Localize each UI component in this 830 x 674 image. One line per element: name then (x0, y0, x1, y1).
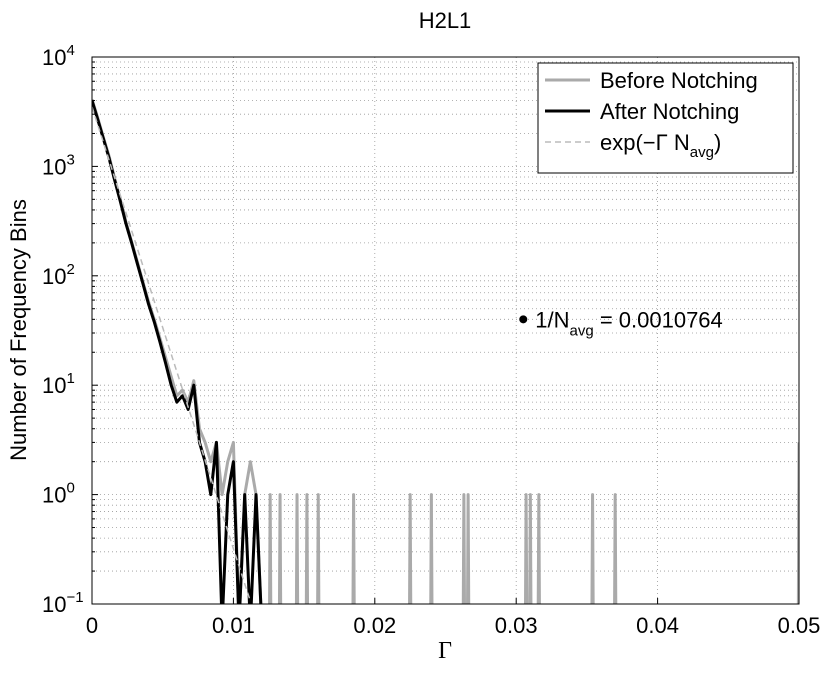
x-tick-label: 0 (86, 613, 98, 638)
y-tick-label: 100 (42, 480, 75, 508)
y-tick-label: 104 (42, 42, 75, 70)
y-tick-exponent: 1 (66, 370, 74, 387)
data-layer (92, 98, 799, 604)
y-tick-exponent: 3 (66, 151, 74, 168)
annotation-main: 1/N (535, 307, 569, 332)
x-tick-label: 0.01 (212, 613, 255, 638)
legend-name: After Notching (600, 99, 739, 124)
legend-subscript: avg (690, 144, 714, 161)
legend-label: exp(−Γ Navg) (600, 130, 721, 161)
y-tick-label: 10−1 (42, 589, 84, 617)
legend-name: Before Notching (600, 68, 758, 93)
y-tick-base: 10 (42, 264, 66, 289)
annotation: 1/Navg = 0.0010764 (519, 307, 723, 339)
y-tick-exponent: 2 (66, 261, 74, 278)
y-axis-label: Number of Frequency Bins (6, 199, 31, 461)
y-tick-label: 101 (42, 370, 75, 398)
y-tick-exponent: −1 (66, 589, 83, 606)
annotation-text: 1/Navg = 0.0010764 (535, 307, 723, 339)
x-tick-label: 0.02 (353, 613, 396, 638)
annotation-subscript: avg (570, 322, 594, 339)
y-tick-label: 102 (42, 261, 75, 289)
y-tick-base: 10 (42, 483, 66, 508)
y-tick-base: 10 (42, 592, 66, 617)
legend: Before Notching After Notching exp(−Γ Navg… (537, 62, 794, 174)
axes-frame (91, 56, 800, 605)
chart-title: H2L1 (419, 8, 472, 33)
y-tick-exponent: 4 (66, 42, 74, 59)
legend-suffix: ) (714, 130, 721, 155)
series-line (92, 100, 263, 604)
x-tick-label: 0.04 (636, 613, 679, 638)
x-axis-label: Γ (438, 638, 452, 664)
x-tick-label: 0.05 (778, 613, 821, 638)
x-tick-label: 0.03 (495, 613, 538, 638)
y-tick-exponent: 0 (66, 480, 74, 497)
y-tick-base: 10 (42, 154, 66, 179)
y-tick-base: 10 (42, 45, 66, 70)
annotation-dot (519, 315, 528, 324)
legend-name: exp(−Γ N (600, 130, 690, 155)
series-line (92, 106, 252, 602)
annotation-suffix: = 0.0010764 (594, 307, 723, 332)
legend-label: Before Notching (600, 68, 758, 93)
y-tick-base: 10 (42, 373, 66, 398)
y-tick-label: 103 (42, 151, 75, 179)
legend-label: After Notching (600, 99, 739, 124)
